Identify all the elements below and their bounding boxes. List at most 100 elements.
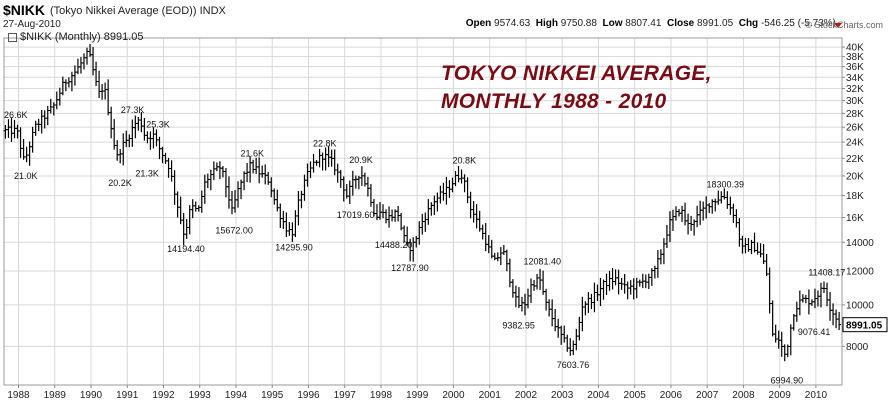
ohlc-bar [658,249,663,265]
close-value: 8991.05 [697,18,734,29]
ohlc-bar [492,252,497,261]
ohlc-bar [236,181,241,208]
ohlc-bar [12,119,17,139]
price-annotation: 27.3K [121,105,145,115]
price-annotation: 7603.76 [557,360,590,370]
ohlc-bar [91,47,96,76]
ohlc-bar [577,316,582,341]
ohlc-bar [538,268,543,290]
ohlc-bar [145,131,150,144]
ohlc-bar [713,198,718,212]
price-annotation: 15672.00 [215,225,253,235]
ohlc-bar [290,222,295,242]
ohlc-bar [45,105,50,126]
ohlc-bar [716,190,721,205]
x-tick-label: 2004 [587,390,610,401]
ohlc-bar [683,202,688,226]
ohlc-bar [223,168,228,198]
y-tick-label: 28K [846,109,864,120]
price-annotation: 6994.90 [771,375,804,385]
high-label: High [535,18,558,29]
ohlc-bar [257,157,262,184]
ohlc-bar [296,190,301,226]
legend-text: $NIKK (Monthly) 8991.05 [20,31,144,43]
symbol: $NIKK [3,2,46,18]
ohlc-bar [664,224,669,249]
change-label: Chg [738,18,759,29]
ohlc-bar [248,156,253,183]
ohlc-bar [6,119,11,138]
ohlc-bar [30,126,35,153]
ohlc-bar [583,301,588,316]
price-annotation: 12787.90 [391,263,429,273]
low-label: Low [602,18,623,29]
ohlc-bar [226,176,231,209]
price-annotation: 14488.20 [375,240,413,250]
ohlc-bar [758,243,763,258]
ohlc-bar [592,282,597,313]
ohlc-bar [284,212,289,237]
ohlc-bar [646,273,651,290]
ohlc-bar [773,324,778,343]
ohlc-bar [598,277,603,306]
ohlc-bar [350,170,355,196]
ohlc-bar [384,209,389,224]
ohlc-bar [429,202,434,216]
ohlc-bar [115,139,120,161]
ohlc-bar [532,279,537,291]
chart-subtitle: MONTHLY 1988 - 2010 [441,90,667,113]
ohlc-bar [172,170,177,205]
ohlc-bar [396,205,401,222]
y-tick-label: 24K [846,138,864,149]
ohlc-bar [263,164,268,185]
ohlc-bar [586,292,591,313]
ohlc-bar [764,253,769,277]
close-label: Close [666,18,695,29]
ohlc-bar [604,273,609,295]
y-tick-label: 38K [846,52,864,63]
ohlc-bar [707,203,712,214]
ohlc-bar [495,252,500,262]
ohlc-bar [589,293,594,310]
price-annotation: 21.0K [14,171,38,181]
ohlc-bar [130,119,135,147]
chart-title: TOKYO NIKKEI AVERAGE, [441,62,712,85]
ohlc-bar [571,340,576,356]
ohlc-bar [426,198,431,225]
ohlc-bar [788,324,793,356]
y-tick-label: 10000 [846,300,874,311]
ohlc-bar [332,149,337,176]
price-annotation: 20.9K [349,155,373,165]
x-tick-label: 2000 [442,390,465,401]
ohlc-bar [281,210,286,229]
x-tick-label: 1996 [297,390,320,401]
last-value-marker: 8991.05 [842,317,888,333]
ohlc-bar [251,159,256,174]
ohlc-bar [459,169,464,184]
price-annotation: 20.2K [108,178,132,188]
ohlc-bar [677,208,682,217]
ohlc-bar [78,57,83,74]
ohlc-bar [63,79,68,92]
x-tick-label: 1999 [406,390,429,401]
x-tick-label: 2009 [769,390,792,401]
ohlc-bar [556,318,561,338]
ohlc-bar [480,224,485,240]
last-value-box [842,317,888,333]
ohlc-bar [169,160,174,182]
ohlc-bar [743,237,748,254]
ohlc-bar [734,209,739,228]
ohlc-bar [106,79,111,116]
ohlc-bar [568,338,573,356]
ohlc-bar [453,171,458,187]
ohlc-bar [815,290,820,307]
x-tick-label: 1990 [80,390,103,401]
ohlc-bar [501,244,506,255]
ohlc-bar [779,331,784,357]
ohlc-bar [417,221,422,245]
ohlc-bar [689,215,694,231]
ohlc-bar [504,249,509,272]
ohlc-bar [818,282,823,308]
symbol-description: (Tokyo Nikkei Average (EOD)) INDX [50,5,226,17]
x-tick-label: 2007 [696,390,719,401]
